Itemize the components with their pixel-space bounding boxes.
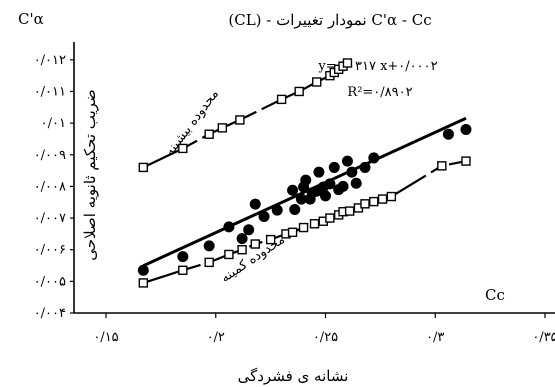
x-tick-label: ۰/۱۵	[93, 330, 118, 345]
data-point	[236, 233, 248, 245]
data-point	[328, 161, 340, 173]
y-tick-label: ۰/۰۱۱	[34, 84, 66, 99]
data-point	[295, 193, 307, 205]
upper-bound-point	[178, 143, 188, 154]
x-axis-label: نشانه ی فشردگی	[238, 367, 349, 385]
upper-bound-point	[342, 58, 353, 68]
data-point	[350, 177, 362, 189]
lower-bound-point	[204, 257, 214, 268]
data-point	[243, 224, 255, 236]
upper-bound-point	[204, 129, 214, 139]
data-point	[346, 166, 358, 178]
y-tick-label: ۰/۰۱	[41, 116, 66, 131]
lower-bound-point	[309, 219, 320, 229]
upper-bound-point	[235, 115, 245, 125]
data-point	[223, 221, 235, 233]
y-tick-label: ۰/۰۰۵	[34, 274, 66, 289]
lower-bound-point	[224, 249, 234, 260]
data-point	[460, 123, 472, 135]
y-tick-label: ۰/۰۰۸	[34, 179, 66, 194]
y-axis-label: ضریب تحکیم ثانویه اصلاحی	[81, 89, 99, 260]
data-point	[341, 155, 353, 167]
upper-bound-point	[138, 162, 149, 173]
y-tick-label: ۰/۰۰۴	[34, 306, 66, 321]
y-tick-label: ۰/۰۰۹	[34, 148, 66, 163]
y-tick-label: ۰/۰۰۶	[34, 243, 66, 258]
data-point	[137, 264, 149, 276]
lower-bound-point	[377, 194, 388, 204]
lower-bound-point	[287, 227, 298, 238]
data-point	[271, 204, 283, 216]
y-tick-label: ۰/۰۱۲	[34, 53, 66, 68]
data-point	[258, 210, 270, 222]
data-point	[287, 184, 299, 196]
lower-bound-point	[138, 278, 149, 288]
data-point	[177, 251, 189, 263]
data-point	[368, 152, 380, 164]
lower-bound-point	[298, 222, 309, 233]
lower-bound-point	[344, 206, 355, 216]
lower-bound-point	[265, 234, 276, 245]
data-point	[324, 178, 336, 190]
data-point	[203, 240, 215, 252]
x-axis-end-label: Cc	[485, 286, 505, 304]
data-point	[249, 198, 261, 210]
y-tick-label: ۰/۰۰۷	[34, 211, 66, 226]
data-point	[289, 204, 301, 216]
x-tick-label: ۰/۳	[426, 330, 444, 345]
lower-bound-point	[369, 196, 379, 207]
lower-bound-point	[461, 156, 471, 166]
x-tick-label: ۰/۲	[207, 330, 225, 345]
upper-bound-point	[294, 86, 304, 97]
lower-bound-point	[237, 245, 247, 255]
y-axis-top-label: C'α	[18, 10, 44, 28]
lower-bound-point	[437, 161, 447, 171]
upper-bound-point	[312, 77, 322, 87]
x-tick-label: ۰/۲۵	[313, 330, 338, 345]
x-tick-label: ۰/۳۵	[532, 330, 555, 345]
data-point	[300, 174, 312, 186]
upper-bound-label: محدوده بیشینه	[162, 87, 222, 159]
data-point	[442, 128, 454, 140]
lower-bound-point	[178, 265, 188, 275]
data-point	[337, 180, 349, 192]
data-point	[359, 161, 371, 173]
r-squared-label: R²=۰/۸۹۰۲	[347, 85, 412, 100]
upper-bound-point	[276, 94, 287, 105]
lower-bound-point	[325, 213, 335, 223]
data-point	[320, 190, 331, 202]
lower-bound-point	[386, 191, 397, 202]
lower-bound-point	[360, 199, 370, 209]
chart-title: (CL) - نمودار تغییرات C'α - Cc	[228, 11, 431, 29]
data-point	[313, 166, 325, 178]
upper-bound-point	[217, 123, 228, 133]
lower-bound-point	[250, 239, 260, 249]
